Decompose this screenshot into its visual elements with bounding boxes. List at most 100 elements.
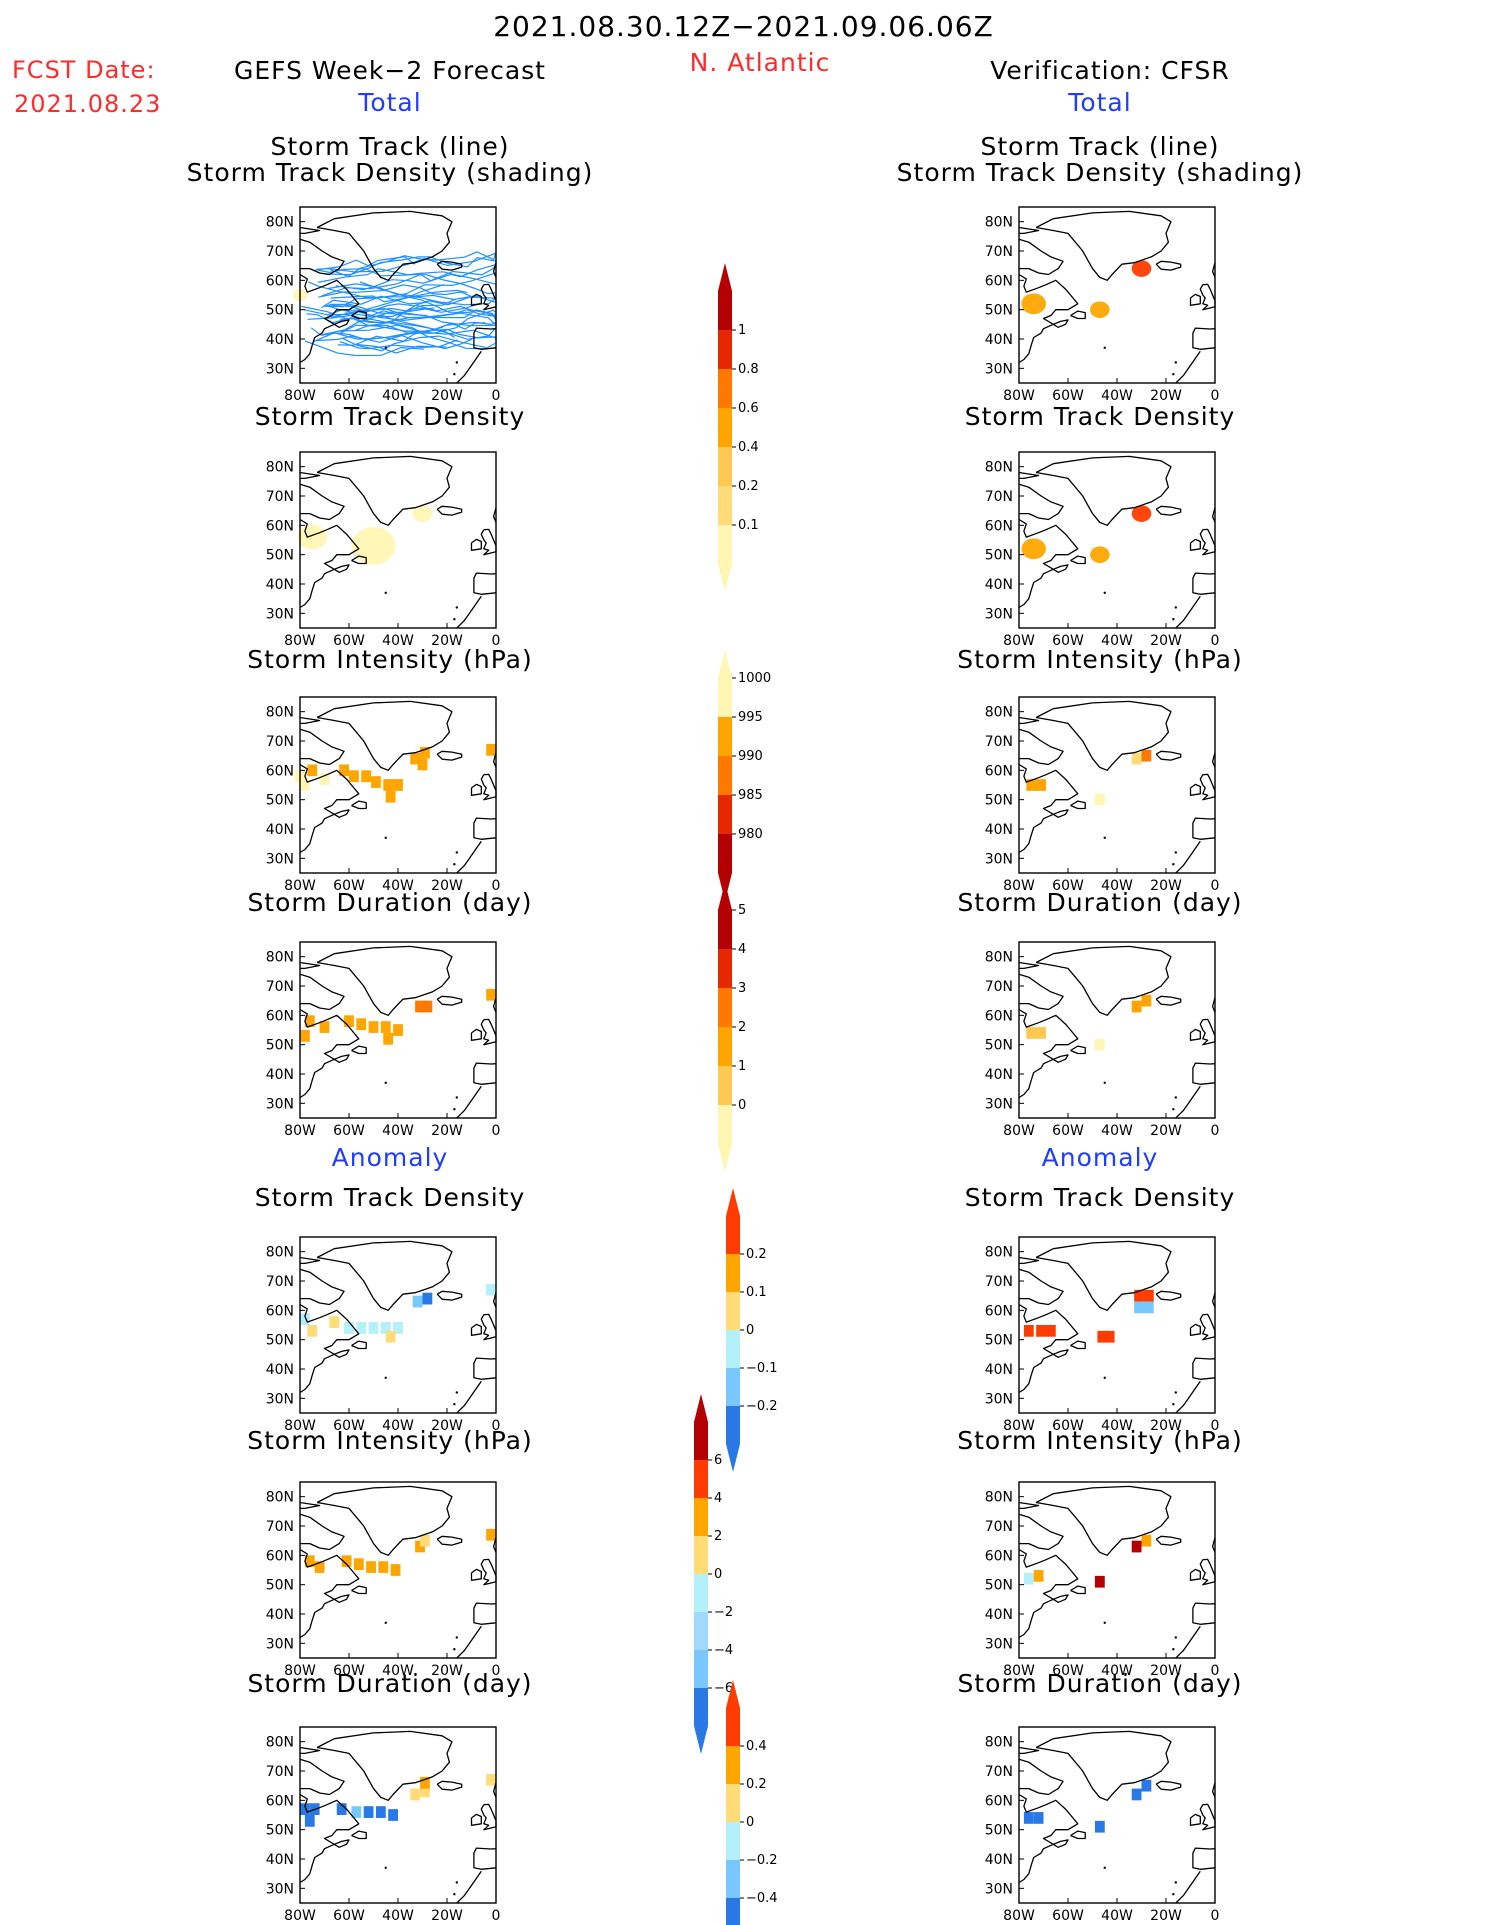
left-panel-4-cell xyxy=(383,1032,394,1045)
duration-colorbar-segment xyxy=(718,988,732,1027)
left-panel-2-coastline xyxy=(299,518,360,609)
left-panel-2-coastline xyxy=(470,538,482,551)
right-panel-6-lat-label: 80N xyxy=(985,1490,1013,1506)
right-panel-6-coastline xyxy=(1175,1625,1201,1659)
right-panel-7-map: 80N 70N 60N 50N 40N 30N 80W 60W 40W 20W 0 xyxy=(985,1726,1219,1924)
right-panel-7-coastline xyxy=(1155,1780,1182,1791)
right-panel-1-coastline xyxy=(1018,273,1079,364)
density-anomaly-colorbar-label: 0.1 xyxy=(746,1285,767,1300)
left-panel-3-lat-label: 80N xyxy=(266,705,294,721)
intensity-anomaly-colorbar-segment xyxy=(694,1574,708,1612)
density-anomaly-colorbar-label: 0.2 xyxy=(746,1247,767,1262)
intensity-colorbar-segment xyxy=(718,717,732,756)
left-panel-4-cell xyxy=(319,1021,330,1033)
intensity-colorbar-label: 995 xyxy=(738,710,763,725)
duration-colorbar-label: 2 xyxy=(738,1020,746,1035)
right-panel-2-coastline xyxy=(1189,538,1201,551)
right-panel-1-coastline xyxy=(1199,283,1216,311)
left-panel-3-coastline xyxy=(492,752,497,768)
left-panel-3-coastline xyxy=(436,750,463,761)
right-panel-6-lat-label: 40N xyxy=(985,1607,1013,1623)
left-panel-1-lat-label: 40N xyxy=(266,332,294,348)
right-panel-6-island xyxy=(1103,1621,1106,1624)
right-panel-5-coastline xyxy=(1018,1256,1040,1265)
left-panel-4-coastline xyxy=(299,961,321,970)
left-panel-6-cell xyxy=(341,1555,352,1568)
right-panel-3-cell xyxy=(1026,779,1037,791)
left-panel-5-cell xyxy=(344,1322,354,1334)
left-panel-3-coastline xyxy=(480,773,497,801)
right-panel-6-coastline xyxy=(1199,1558,1216,1586)
left-panel-6-lon-label: 0 xyxy=(492,1663,501,1679)
left-panel-4-coastline xyxy=(492,997,497,1013)
left-panel-1-title: Storm Track (line) xyxy=(270,132,510,161)
duration-anomaly-colorbar-label: −0.4 xyxy=(746,1891,778,1906)
left-panel-1-island xyxy=(384,346,387,349)
left-panel-2-density-blob xyxy=(297,524,327,550)
duration-colorbar: 5 4 3 2 1 0 xyxy=(718,882,746,1172)
right-panel-2-coastline xyxy=(1192,572,1216,595)
left-total-label: Total xyxy=(358,88,422,117)
right-panel-1-lat-label: 50N xyxy=(985,303,1013,319)
left-panel-2-lon-label: 60W xyxy=(333,633,365,649)
right-panel-7-coastline xyxy=(1052,1839,1069,1848)
right-panel-4-lon-label: 80W xyxy=(1003,1123,1035,1139)
right-panel-6-map: 80N 70N 60N 50N 40N 30N 80W 60W 40W 20W 0 xyxy=(985,1481,1219,1679)
left-panel-3-cell xyxy=(393,779,403,791)
right-panel-2-coastline xyxy=(1211,507,1216,523)
fcst-label: FCST Date: xyxy=(12,56,156,84)
right-panel-7-cell xyxy=(1094,1820,1105,1833)
left-panel-6-cell xyxy=(486,1528,496,1541)
duration-colorbar-label: 1 xyxy=(738,1059,746,1074)
left-panel-1-map: 80N 70N 60N 50N 40N 30N 80W 60W 40W 20W 0 xyxy=(266,206,500,404)
left-panel-3-coastline xyxy=(299,763,360,854)
right-panel-5-coastline xyxy=(1018,1268,1064,1306)
left-panel-7-lon-label: 0 xyxy=(492,1908,501,1924)
right-panel-2-coastline xyxy=(1018,518,1079,609)
period-title: 2021.08.30.12Z−2021.09.06.06Z xyxy=(493,10,994,43)
left-panel-7-cell xyxy=(300,1803,310,1815)
density-anomaly-colorbar-segment xyxy=(726,1216,740,1254)
right-panel-4-lat-label: 70N xyxy=(985,979,1013,995)
right-panel-2-coastline xyxy=(1199,528,1216,556)
right-panel-3-coastline xyxy=(1155,750,1182,761)
right-panel-4-coastline xyxy=(1155,995,1182,1006)
duration-colorbar-top-arrow xyxy=(718,882,732,910)
right-panel-6-lon-label: 60W xyxy=(1052,1663,1084,1679)
left-panel-6-coastline xyxy=(436,1535,463,1546)
left-panel-6-cell xyxy=(378,1561,389,1573)
right-panel-2-coastline xyxy=(1018,483,1064,521)
intensity-colorbar-label: 985 xyxy=(738,788,763,803)
duration-colorbar-bottom-arrow xyxy=(718,1144,732,1172)
left-panel-3-cell xyxy=(417,758,428,771)
left-panel-1-coastline xyxy=(299,273,360,364)
left-panel-6-coastline xyxy=(316,1485,453,1556)
right-panel-7-lat-label: 40N xyxy=(985,1852,1013,1868)
left-panel-2-coastline xyxy=(316,455,453,526)
duration-anomaly-colorbar-label: 0 xyxy=(746,1815,754,1830)
right-panel-5-lat-label: 70N xyxy=(985,1274,1013,1290)
left-panel-7-cell xyxy=(336,1803,347,1815)
left-panel-7-cell xyxy=(351,1806,362,1818)
duration-colorbar-segment xyxy=(718,1027,732,1066)
left-panel-3-lat-label: 30N xyxy=(266,851,294,867)
left-panel-6-island xyxy=(455,1636,458,1639)
left-panel-7-lat-label: 40N xyxy=(266,1852,294,1868)
right-panel-2-lon-label: 0 xyxy=(1211,633,1220,649)
left-panel-2-lon-label: 80W xyxy=(284,633,316,649)
right-panel-1-island xyxy=(1172,373,1175,376)
left-panel-3-lat-label: 60N xyxy=(266,763,294,779)
left-panel-4-title: Storm Duration (day) xyxy=(247,888,533,917)
density-colorbar-segment xyxy=(718,525,732,564)
density-anomaly-colorbar-segment xyxy=(726,1406,740,1444)
left-panel-3-lon-label: 20W xyxy=(431,878,463,894)
left-panel-6-cell xyxy=(420,1534,430,1547)
right-panel-4-coastline xyxy=(1189,1028,1201,1041)
right-panel-4-cell xyxy=(1141,994,1152,1007)
right-panel-3-coastline xyxy=(1199,773,1216,801)
duration-colorbar-label: 0 xyxy=(738,1098,746,1113)
right-panel-5-cell xyxy=(1045,1325,1056,1337)
duration-anomaly-colorbar-label: 0.2 xyxy=(746,1777,767,1792)
left-panel-7-coastline xyxy=(299,1793,360,1884)
right-panel-1-density-blob xyxy=(1090,301,1110,318)
